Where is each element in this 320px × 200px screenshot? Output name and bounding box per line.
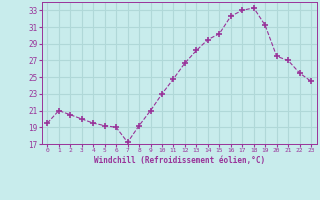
X-axis label: Windchill (Refroidissement éolien,°C): Windchill (Refroidissement éolien,°C)	[94, 156, 265, 165]
